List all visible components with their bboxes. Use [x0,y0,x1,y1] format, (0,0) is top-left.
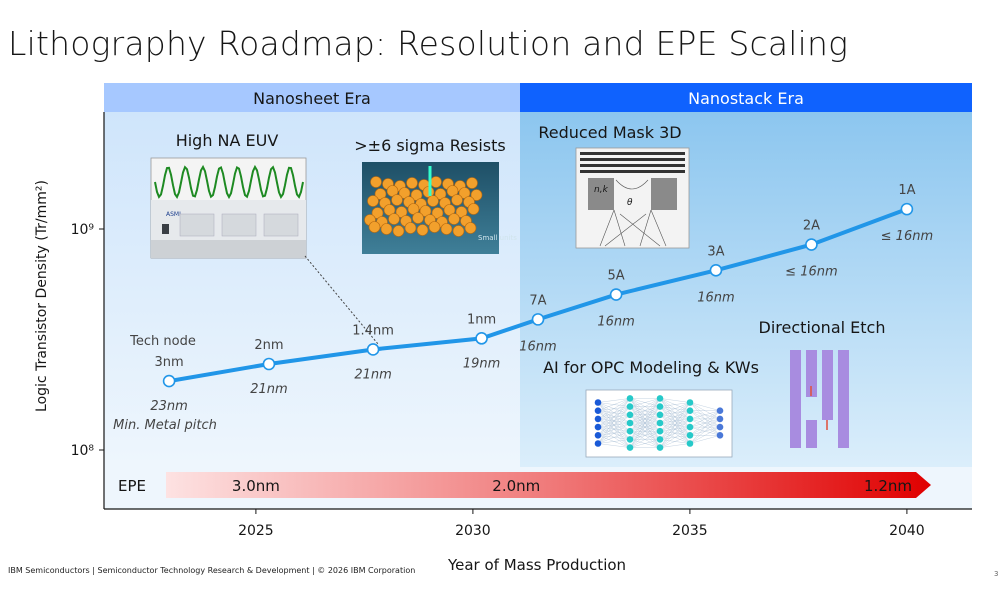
x-axis-label: Year of Mass Production [447,556,626,574]
small-units-label: Small units [478,234,517,242]
footer-text: IBM Semiconductors | Semiconductor Techn… [8,566,416,575]
ai-opc-label: AI for OPC Modeling & KWs [543,358,759,377]
pitch-label: 19nm [463,356,500,371]
node-label: 1A [898,183,915,198]
y-axis-label: Logic Transistor Density (Tr/mm²) [34,180,50,412]
resists-image: Small units [362,162,517,254]
pitch-label: 16nm [597,315,634,330]
reduced-mask-3d-label: Reduced Mask 3D [538,123,681,142]
x-tick-label: 2035 [672,523,708,539]
theta-label: θ [627,198,633,208]
node-label: 3A [707,244,724,259]
tech-node-note: Tech node [129,334,196,349]
data-point [262,357,276,371]
epe-label: EPE [118,477,146,495]
neural-network-image [585,389,733,458]
nanostack-era-label: Nanostack Era [688,89,804,108]
y-tick-label: 10⁸ [71,443,95,459]
mask-3d-image: n,k θ [575,147,690,249]
epe-value: 2.0nm [492,477,540,495]
nanostack-era-bar [520,83,972,112]
page-number: 3 [994,570,999,578]
data-point [805,238,818,251]
pitch-label: 21nm [250,382,287,397]
epe-value: 3.0nm [232,477,280,495]
directional-etch-label: Directional Etch [759,318,886,337]
high-na-leader-line [304,255,379,345]
nk-label: n,k [594,185,609,195]
directional-etch-image [790,350,849,448]
high-na-euv-label: High NA EUV [176,131,279,150]
pitch-label: ≤ 16nm [881,229,933,244]
min-pitch-note: Min. Metal pitch [113,418,217,433]
data-point [609,288,623,301]
pitch-label: 23nm [150,399,187,414]
resists-label: >±6 sigma Resists [354,136,505,155]
pitch-label: 21nm [354,367,391,382]
x-tick-label: 2040 [889,523,925,539]
y-tick-label: 10⁹ [71,222,95,238]
node-label: 2nm [254,338,283,353]
pitch-label: ≤ 16nm [785,265,837,280]
pitch-label: 16nm [519,339,556,354]
data-point [366,343,380,356]
node-label: 7A [529,293,546,308]
data-point [162,374,176,388]
epe-value: 1.2nm [864,477,912,495]
nanosheet-era-label: Nanosheet Era [253,89,371,108]
x-tick-label: 2030 [455,523,491,539]
asml-logo-text: ASML [166,211,183,218]
node-label: 5A [608,269,625,284]
data-point [531,313,545,326]
page-title: Lithography Roadmap: Resolution and EPE … [8,24,849,63]
node-label: 1nm [467,312,496,327]
node-label: 1.4nm [352,323,394,338]
epe-gradient-arrow [166,472,931,498]
node-label: 3nm [155,355,184,370]
high-na-euv-image: ASML [150,157,307,259]
nanosheet-era-bar [104,83,520,112]
data-point [475,332,488,345]
data-point [900,202,914,216]
pitch-label: 16nm [697,290,734,305]
node-label: 2A [803,219,820,234]
data-point [709,264,723,277]
x-tick-label: 2025 [238,523,274,539]
